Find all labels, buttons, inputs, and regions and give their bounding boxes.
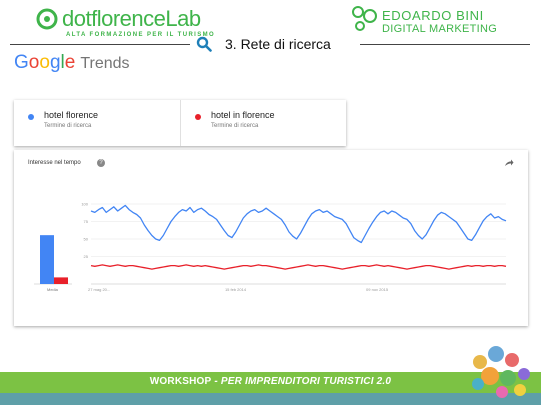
- footer-band-bottom: [0, 393, 541, 405]
- average-label: Media: [47, 287, 59, 292]
- search-term-1[interactable]: hotel florence Termine di ricerca: [14, 100, 180, 146]
- search-term-subtitle: Termine di ricerca: [44, 123, 92, 129]
- average-bar: [54, 277, 68, 284]
- dotflorence-logo-icon: [36, 8, 58, 30]
- y-tick-label: 50: [84, 237, 89, 242]
- bubbles-logo-icon: [352, 6, 377, 31]
- series-line: [90, 204, 507, 244]
- right-logo-subtitle: DIGITAL MARKETING: [382, 23, 498, 35]
- search-term-name: hotel in florence: [211, 110, 275, 120]
- x-tick-label: 09 nov 2015: [366, 287, 389, 292]
- google-wordmark: Google: [14, 52, 75, 73]
- google-letter: l: [60, 52, 65, 73]
- footer-subtitle: - PER IMPRENDITORI TURISTICI 2.0: [211, 376, 392, 387]
- search-term-name: hotel florence: [44, 110, 99, 120]
- slide-title: 3. Rete di ricerca: [225, 36, 331, 52]
- y-tick-label: 100: [81, 202, 88, 207]
- footer-workshop: WORKSHOP: [149, 376, 212, 387]
- google-letter: o: [28, 52, 40, 73]
- edoardo-bini-logo: EDOARDO BINI DIGITAL MARKETING: [350, 4, 520, 40]
- interest-chart: Media 100 75 50 25 27 mag 20... 15 feb 2014 09 …: [34, 202, 507, 292]
- share-icon[interactable]: [504, 158, 514, 168]
- google-letter: e: [64, 52, 76, 73]
- left-logo-tagline: ALTA FORMAZIONE PER IL TURISMO: [66, 32, 216, 38]
- y-tick-label: 75: [84, 219, 89, 224]
- series-line: [90, 264, 507, 270]
- trends-wordmark: Trends: [80, 55, 130, 72]
- x-tick-label: 27 mag 20...: [88, 287, 110, 292]
- social-bubbles-icon: [472, 346, 530, 398]
- search-term-subtitle: Termine di ricerca: [211, 123, 259, 129]
- search-terms-bar: hotel florence Termine di ricerca hotel …: [14, 100, 346, 146]
- footer-band: [0, 372, 541, 393]
- search-term-2[interactable]: hotel in florence Termine di ricerca: [180, 100, 346, 146]
- title-divider-left: [10, 44, 190, 45]
- left-logo-name: dotflorenceLab: [62, 6, 201, 31]
- interest-over-time-card: Media 100 75 50 25 27 mag 20... 15 feb 2014 09 …: [14, 150, 528, 326]
- google-letter: G: [14, 52, 29, 73]
- x-tick-label: 15 feb 2014: [225, 287, 247, 292]
- google-letter: g: [49, 52, 61, 73]
- google-trends-logo: Google Trends: [14, 52, 130, 74]
- google-letter: o: [39, 52, 50, 73]
- dotflorencelab-logo: dotflorenceLab ALTA FORMAZIONE PER IL TU…: [36, 6, 246, 42]
- y-tick-label: 25: [84, 254, 89, 259]
- right-logo-name: EDOARDO BINI: [382, 8, 484, 23]
- series-color-dot: [28, 114, 34, 120]
- series-color-dot: [195, 114, 201, 120]
- chart-title: Interesse nel tempo: [28, 160, 81, 166]
- title-divider-right: [360, 44, 530, 45]
- search-icon: [196, 36, 212, 52]
- average-bar: [40, 235, 54, 284]
- question-icon[interactable]: ?: [97, 159, 105, 167]
- footer-text: WORKSHOP - PER IMPRENDITORI TURISTICI 2.…: [0, 376, 541, 387]
